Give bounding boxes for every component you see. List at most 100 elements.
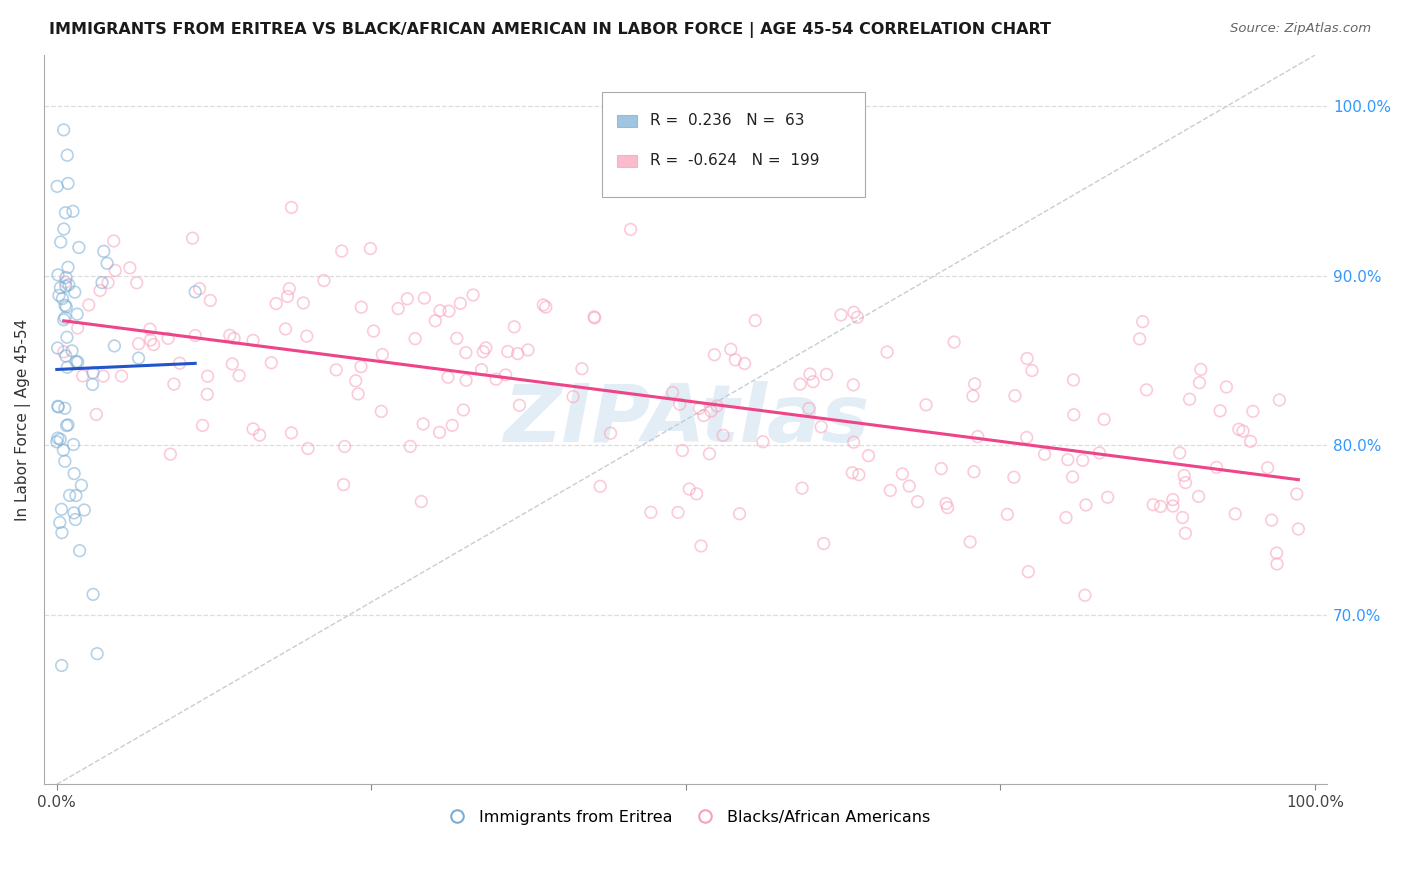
Point — [437, 304, 460, 318]
Point — [495, 368, 517, 382]
Point — [66, 307, 89, 321]
Point — [52, 123, 75, 137]
Point — [801, 375, 824, 389]
Point — [363, 324, 385, 338]
Point — [995, 508, 1018, 522]
Point — [842, 305, 865, 319]
Point — [77, 298, 100, 312]
Point — [1033, 447, 1056, 461]
Point — [62, 204, 84, 219]
Point — [929, 461, 952, 475]
Point — [935, 496, 957, 510]
Point — [184, 285, 207, 299]
Point — [96, 256, 118, 270]
Point — [56, 148, 79, 162]
Point — [48, 288, 70, 302]
Point — [461, 288, 484, 302]
Point — [1189, 362, 1212, 376]
Point — [1174, 475, 1197, 490]
Point — [842, 435, 865, 450]
Point — [104, 263, 127, 277]
Point — [159, 447, 181, 461]
Point — [678, 482, 700, 496]
Point — [503, 319, 526, 334]
Point — [276, 289, 298, 303]
Point — [260, 356, 283, 370]
Point — [49, 516, 72, 530]
Point — [325, 363, 347, 377]
Point — [330, 244, 353, 258]
Point — [82, 587, 104, 601]
Point — [690, 539, 713, 553]
Point — [1129, 332, 1152, 346]
Point — [128, 336, 150, 351]
Point — [1178, 392, 1201, 407]
Point — [429, 425, 451, 440]
Point — [1225, 507, 1247, 521]
Point — [1171, 510, 1194, 524]
Text: IMMIGRANTS FROM ERITREA VS BLACK/AFRICAN AMERICAN IN LABOR FORCE | AGE 45-54 COR: IMMIGRANTS FROM ERITREA VS BLACK/AFRICAN… — [49, 22, 1052, 38]
Point — [907, 494, 929, 508]
Point — [399, 439, 422, 453]
Point — [93, 244, 115, 259]
Point — [350, 359, 373, 374]
Point — [688, 401, 710, 416]
Point — [63, 467, 86, 481]
Point — [1002, 470, 1025, 484]
Point — [228, 368, 250, 383]
Point — [195, 387, 218, 401]
Point — [51, 525, 73, 540]
Point — [86, 408, 108, 422]
Point — [1063, 408, 1085, 422]
Point — [110, 369, 132, 384]
Point — [1062, 373, 1084, 387]
Point — [53, 310, 76, 325]
Point — [752, 434, 775, 449]
Point — [55, 206, 77, 220]
Point — [693, 409, 716, 423]
Point — [51, 502, 73, 516]
Point — [82, 366, 104, 380]
Point — [685, 487, 707, 501]
Point — [1168, 446, 1191, 460]
Point — [531, 298, 554, 312]
Point — [879, 483, 901, 498]
Point — [485, 372, 508, 386]
Point — [86, 647, 108, 661]
Point — [517, 343, 540, 357]
Point — [344, 374, 367, 388]
Point — [350, 300, 373, 314]
Point — [280, 425, 302, 440]
Point — [157, 331, 180, 345]
Point — [1132, 315, 1154, 329]
Point — [242, 334, 264, 348]
Point — [65, 512, 87, 526]
Legend: Immigrants from Eritrea, Blacks/African Americans: Immigrants from Eritrea, Blacks/African … — [434, 804, 936, 831]
Point — [52, 345, 75, 359]
Point — [789, 377, 811, 392]
Point — [46, 341, 69, 355]
Point — [181, 231, 204, 245]
Point — [249, 428, 271, 442]
Point — [387, 301, 409, 316]
Text: ZIPAtlas: ZIPAtlas — [503, 381, 869, 458]
Point — [359, 242, 381, 256]
Point — [70, 478, 93, 492]
Point — [1285, 487, 1308, 501]
Point — [274, 322, 297, 336]
Point — [46, 400, 69, 414]
Point — [1188, 376, 1211, 390]
Point — [49, 235, 72, 249]
Point — [1209, 404, 1232, 418]
Point — [668, 397, 690, 411]
Point — [1062, 470, 1084, 484]
Point — [91, 276, 114, 290]
Point — [45, 434, 67, 449]
Point — [1205, 460, 1227, 475]
Point — [56, 177, 79, 191]
Point — [1057, 452, 1080, 467]
Point — [858, 449, 880, 463]
Point — [370, 404, 392, 418]
Point — [437, 370, 460, 384]
Point — [506, 346, 529, 360]
